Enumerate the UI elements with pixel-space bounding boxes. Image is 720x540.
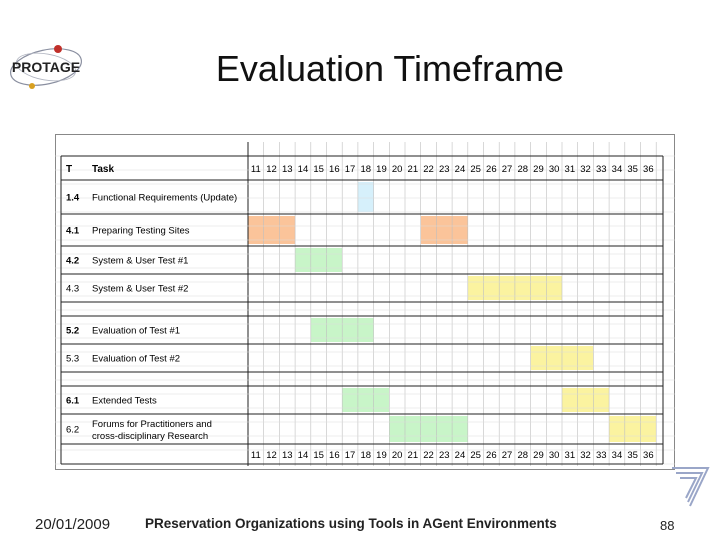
month-label: 30 [549, 164, 560, 175]
month-label: 26 [486, 164, 497, 175]
month-label: 11 [251, 164, 261, 175]
row-id: 4.2 [66, 256, 79, 267]
row-id: 6.2 [66, 425, 79, 436]
month-label: 33 [596, 450, 607, 461]
header-task: Task [92, 164, 114, 175]
month-label: 17 [345, 164, 356, 175]
month-label: 35 [627, 164, 638, 175]
gantt-bar [295, 248, 343, 272]
month-label: 35 [627, 450, 638, 461]
gantt-bar [357, 182, 374, 212]
month-label: 15 [313, 450, 324, 461]
slide-title: Evaluation Timeframe [215, 48, 565, 89]
gantt-bar [609, 416, 657, 442]
month-label: 17 [345, 450, 356, 461]
month-label: 22 [423, 164, 434, 175]
month-label: 24 [455, 164, 466, 175]
month-label: 23 [439, 164, 450, 175]
row-task-label: Extended Tests [92, 396, 157, 407]
gantt-bar [248, 216, 296, 244]
month-label: 13 [282, 164, 293, 175]
row-id: 5.2 [66, 326, 79, 337]
gantt-bar [342, 388, 390, 412]
row-task-label: Functional Requirements (Update) [92, 193, 237, 204]
month-label: 34 [612, 164, 623, 175]
month-label: 24 [455, 450, 466, 461]
row-task-label: Evaluation of Test #1 [92, 326, 180, 337]
row-task-label: System & User Test #1 [92, 256, 188, 267]
row-id: 4.1 [66, 226, 80, 237]
month-label: 30 [549, 450, 560, 461]
footer-project-name: PReservation Organizations using Tools i… [145, 516, 557, 531]
row-task-label: Preparing Testing Sites [92, 226, 190, 237]
month-label: 19 [376, 164, 387, 175]
month-label: 20 [392, 164, 403, 175]
month-label: 22 [423, 450, 434, 461]
month-label: 29 [533, 164, 544, 175]
fp7-logo [672, 467, 710, 507]
month-label: 12 [266, 164, 277, 175]
month-label: 36 [643, 164, 654, 175]
month-label: 32 [580, 164, 591, 175]
month-label: 18 [360, 164, 371, 175]
month-label: 19 [376, 450, 387, 461]
month-label: 25 [470, 164, 481, 175]
month-label: 18 [360, 450, 371, 461]
row-task-label: cross-disciplinary Research [92, 431, 208, 442]
month-label: 15 [313, 164, 324, 175]
row-task-label: System & User Test #2 [92, 284, 188, 295]
row-task-label: Evaluation of Test #2 [92, 354, 180, 365]
month-label: 11 [251, 450, 261, 461]
month-label: 31 [565, 164, 576, 175]
month-label: 12 [266, 450, 277, 461]
month-label: 32 [580, 450, 591, 461]
month-label: 14 [298, 164, 309, 175]
month-label: 28 [517, 164, 528, 175]
gantt-bar [420, 216, 468, 244]
month-label: 25 [470, 450, 481, 461]
logo-text: PROTAGE [12, 59, 80, 75]
protage-logo: PROTAGE [10, 45, 82, 89]
header-t: T [66, 164, 72, 175]
month-label: 21 [408, 450, 419, 461]
month-label: 27 [502, 450, 513, 461]
gantt-chart: T Task 11 12 13 14 15 16 17 18 19 20 21 22 23 24 25 26 27 2… [55, 134, 675, 470]
row-task-label: Forums for Practitioners and [92, 419, 212, 430]
month-label: 20 [392, 450, 403, 461]
month-label: 34 [612, 450, 623, 461]
month-label: 27 [502, 164, 513, 175]
month-label: 26 [486, 450, 497, 461]
month-label: 21 [408, 164, 419, 175]
month-label: 16 [329, 450, 340, 461]
row-id: 6.1 [66, 396, 80, 407]
row-id: 5.3 [66, 354, 79, 365]
month-label: 29 [533, 450, 544, 461]
gantt-bar [389, 416, 468, 442]
month-label: 33 [596, 164, 607, 175]
month-label: 16 [329, 164, 340, 175]
row-id: 1.4 [66, 193, 80, 204]
footer-date: 20/01/2009 [35, 516, 111, 533]
month-label: 36 [643, 450, 654, 461]
gantt-bar [562, 388, 610, 412]
page-number: 88 [660, 518, 675, 533]
month-label: 31 [565, 450, 576, 461]
month-label: 13 [282, 450, 293, 461]
month-label: 14 [298, 450, 309, 461]
row-id: 4.3 [66, 284, 79, 295]
month-label: 28 [517, 450, 528, 461]
month-label: 23 [439, 450, 450, 461]
